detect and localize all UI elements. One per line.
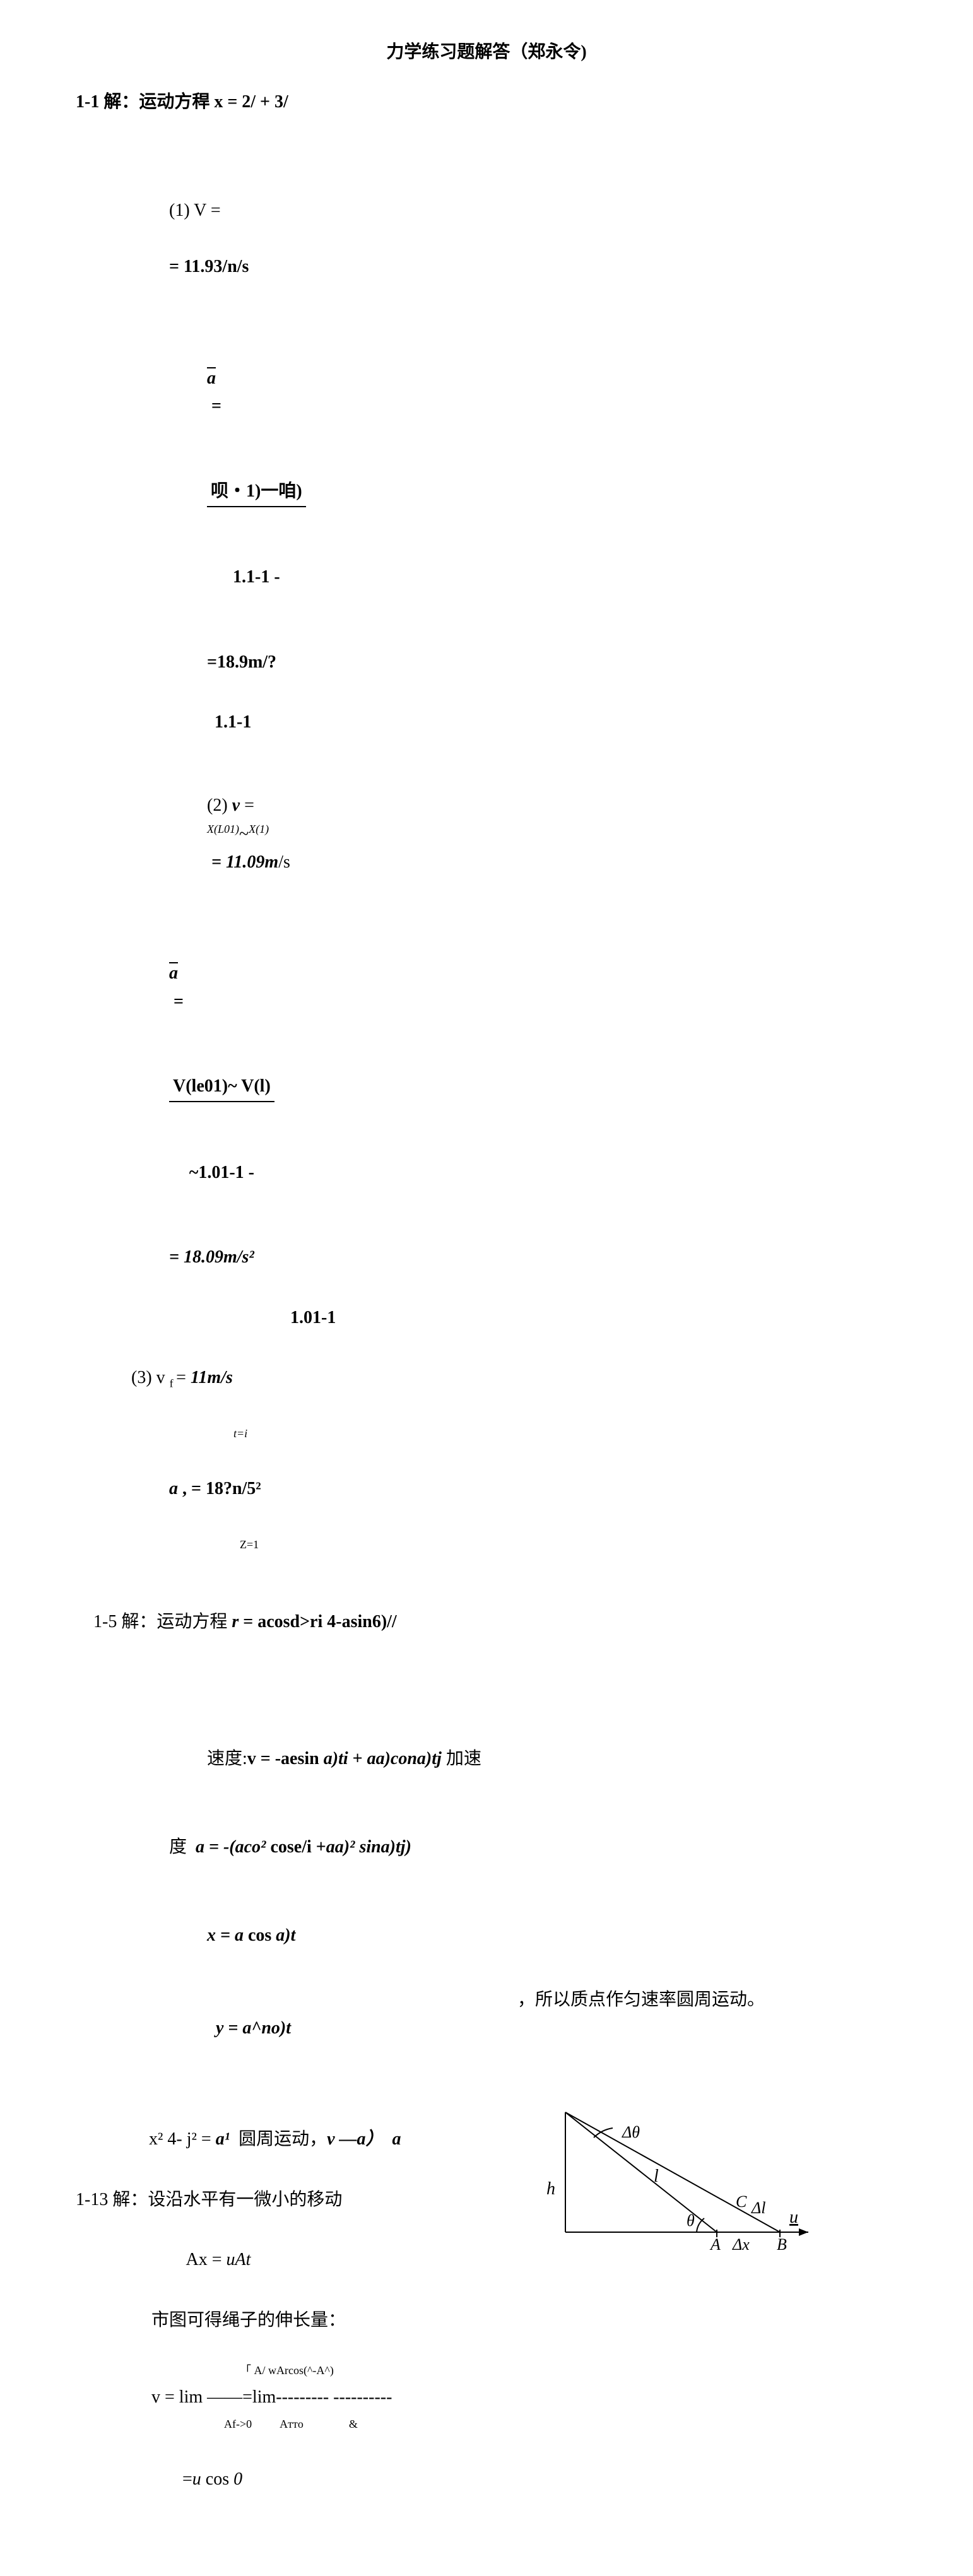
page-title: 力学练习题解答（郑永令) (76, 38, 897, 63)
p1-13-lim1-top: 「 A/ wArcos(^-A^) (240, 2361, 897, 2380)
label-C: C (736, 2192, 747, 2211)
p1-13-lim1: v = lim ——=lim--------- ---------- (151, 2384, 897, 2412)
p1-13-label: 1-13 解：设沿水平有一微小的移动 (76, 2186, 528, 2214)
p1-1-eq1-right: = 11.93/n/s (169, 257, 249, 276)
p1-1-eq4-num: V(le01)~ V(l) (169, 1073, 274, 1102)
p1-13-eq1: Ax = uAt (151, 2218, 528, 2303)
p1-1-eq4-den: ~1.01-1 - (169, 1159, 274, 1187)
p1-1-label: 1-1 解：运动方稈 x = 2/ + 3/ (76, 88, 897, 117)
p1-1-eq5-b: t=i (233, 1425, 897, 1443)
label-B: B (777, 2235, 787, 2254)
label-dx: Δx (732, 2235, 750, 2254)
label-l: l (654, 2167, 659, 2186)
p1-5-eq-x: x = a cos a)t (189, 1894, 897, 1979)
p1-1-eq2-den: 1.1-1 - (207, 563, 306, 592)
p1-1-eq4-den2: 1.01-1 (290, 1304, 897, 1332)
label-A: A (709, 2235, 721, 2254)
p1-1-eq4-result: = 18.09m/s² (169, 1247, 254, 1267)
p1-5-eq-xyj: x² 4- j² = a¹ 圆周运动，v —a） a (114, 2097, 528, 2182)
p1-5-eq-a: 度 a = -(aco² cose/i +aa)² sina)tj) (151, 1805, 897, 1890)
label-dl: Δl (751, 2199, 765, 2217)
label-theta: θ (687, 2211, 695, 2230)
p1-1-eq6-b: Z=1 (240, 1536, 897, 1554)
p1-5-eq-v: 速度:v = -aesin a)ti + aa)cona)tj 加速 (189, 1717, 897, 1801)
p1-13-lim1-sub: Af->0 Aᴛᴛᴏ & (224, 2415, 897, 2433)
label-h: h (546, 2179, 555, 2199)
label-u: u (789, 2208, 798, 2227)
p1-5-eq-y: y = a^no)t (189, 1986, 517, 2071)
label-dtheta: Δθ (622, 2123, 640, 2141)
p1-1-eq2-result: =18.9m/? (207, 652, 276, 672)
p1-13-eq2: 市图可得绳子的伸长量： (151, 2307, 528, 2335)
p1-5-eq-y-right: ，所以质点作匀速率圆周运动。 (517, 1986, 765, 2014)
triangle-diagram: Δθ l h C Δl u θ A Δx B (528, 2100, 818, 2264)
p1-5-label: 1-5 解：运动方程 r = acosd>ri 4-asin6)// (76, 1580, 897, 1664)
p1-1-eq2-num: 呗・1)一咱) (207, 478, 306, 507)
p1-13-lim2: =u cos 0 (151, 2437, 897, 2522)
p1-1-eq2-den2: 1.1-1 (215, 709, 897, 737)
p1-1-eq1-left: (1) V = (169, 201, 221, 220)
